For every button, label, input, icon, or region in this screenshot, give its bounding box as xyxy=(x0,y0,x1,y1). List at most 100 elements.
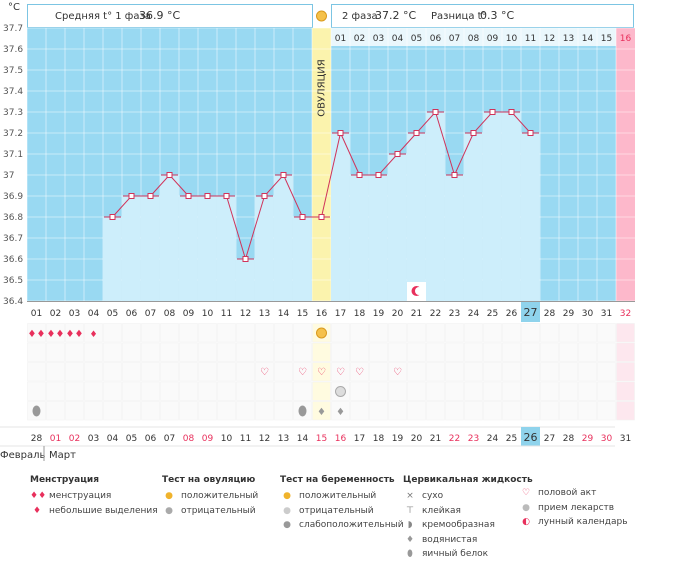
symptom-cell xyxy=(198,323,217,343)
cycle-day-label: 27 xyxy=(524,306,538,319)
ovulation-sun-icon xyxy=(316,10,327,22)
symptom-cell xyxy=(312,401,331,421)
pregnancy-weak-icon: ● xyxy=(283,520,291,530)
legend-menstruation-title: Менструация xyxy=(30,475,99,485)
watery-icon: ♦ xyxy=(405,534,415,545)
symptom-cell xyxy=(255,381,274,401)
symptom-cell xyxy=(331,342,350,362)
symptom-cell xyxy=(179,342,198,362)
y-tick-label: 37.1 xyxy=(3,150,23,160)
legend-cervical-item: кремообразная xyxy=(422,520,495,530)
symptom-cell xyxy=(236,401,255,421)
ovulation-positive-icon: ● xyxy=(165,491,173,501)
temperature-bar xyxy=(160,175,179,301)
symptom-cell xyxy=(483,381,502,401)
y-tick-label: 36.8 xyxy=(3,213,23,223)
calendar-date-label: 15 xyxy=(316,434,327,444)
moon-icon-cut xyxy=(415,287,423,295)
symptom-cell xyxy=(407,323,426,343)
temperature-point xyxy=(413,130,420,136)
symptom-cell xyxy=(502,381,521,401)
legend-cervical-item: клейкая xyxy=(422,505,461,516)
phase2-day-label: 11 xyxy=(525,34,536,44)
symptom-cell xyxy=(407,381,426,401)
watery-icon: ♦ xyxy=(336,407,345,418)
symptom-cell xyxy=(464,381,483,401)
symptom-cell xyxy=(616,342,635,362)
phase2-label: 2 фаза xyxy=(342,11,378,22)
symptom-cell xyxy=(122,401,141,421)
legend-cervical-title: Цервикальная жидкость xyxy=(403,475,533,485)
symptom-cell xyxy=(236,323,255,343)
y-tick-label: 36.6 xyxy=(3,255,23,265)
symptom-cell xyxy=(350,362,369,382)
symptom-cell xyxy=(407,401,426,421)
temperature-bar xyxy=(407,133,426,301)
calendar-date-label: 28 xyxy=(563,434,575,444)
legend-ovulation-test: Тест на овуляцию ● положительный ● отрицат… xyxy=(162,475,258,518)
symptom-cell xyxy=(65,342,84,362)
calendar-date-label: 31 xyxy=(620,434,631,444)
symptom-cell xyxy=(122,342,141,362)
temperature-point xyxy=(185,193,192,199)
cycle-day-label: 19 xyxy=(373,309,385,319)
temperature-bar xyxy=(331,133,350,301)
symptom-cell xyxy=(312,362,331,382)
legend-menstruation: Менструация ♦♦ менструация ♦ небольшие выд… xyxy=(30,475,158,518)
symptom-cell xyxy=(559,381,578,401)
legend-cervical-item: водянистая xyxy=(422,534,478,545)
temperature-bar xyxy=(502,112,521,301)
legend-pregnancy-item: положительный xyxy=(299,491,377,501)
symptom-cell xyxy=(84,362,103,382)
symptom-cell xyxy=(331,323,350,343)
calendar-date-label: 11 xyxy=(240,434,251,444)
symptom-cell xyxy=(65,323,84,343)
cycle-day-label: 23 xyxy=(449,309,460,319)
heart-icon: ♡ xyxy=(336,367,345,378)
symptom-cell xyxy=(578,323,597,343)
cycle-day-label: 17 xyxy=(335,309,346,319)
phase2-day-label: 02 xyxy=(354,34,365,44)
symptom-cell xyxy=(160,381,179,401)
cycle-day-label: 31 xyxy=(601,309,612,319)
symptom-cell xyxy=(312,381,331,401)
egg-white-icon xyxy=(298,405,307,417)
symptom-cell xyxy=(407,342,426,362)
symptom-cell xyxy=(540,381,559,401)
calendar-date-label: 04 xyxy=(107,434,119,444)
temperature-point xyxy=(109,214,116,220)
sticky-icon: ⊤ xyxy=(406,505,414,516)
symptom-cell xyxy=(274,342,293,362)
symptom-cell xyxy=(464,401,483,421)
cycle-day-label: 09 xyxy=(183,309,195,319)
highlight-date-cell xyxy=(521,427,540,446)
temperature-point xyxy=(432,109,439,115)
heart-icon: ♡ xyxy=(298,367,307,378)
ovulation-negative-icon: ● xyxy=(165,505,173,516)
cycle-day-label: 32 xyxy=(620,309,631,319)
temperature-bar xyxy=(141,196,160,301)
y-tick-label: 37.4 xyxy=(3,87,23,97)
symptom-cell xyxy=(27,381,46,401)
y-tick-label: 37 xyxy=(3,171,14,181)
phase2-day-label: 06 xyxy=(430,34,442,44)
y-unit-label: °C xyxy=(8,2,20,13)
temperature-bar xyxy=(255,196,274,301)
symptom-cell xyxy=(65,381,84,401)
symptom-cell xyxy=(331,401,350,421)
moon-icon: ◐ xyxy=(522,517,530,527)
symptom-cell xyxy=(274,381,293,401)
legend-other: ♡ половой акт ● прием лекарств ◐ лунный кал… xyxy=(519,486,628,530)
legend-cervical-item: сухо xyxy=(422,491,444,501)
cycle-day-label: 30 xyxy=(582,309,594,319)
symptom-cell xyxy=(559,323,578,343)
month-next-label: Март xyxy=(49,450,76,461)
cycle-day-label: 25 xyxy=(487,309,498,319)
phase2-day-label: 09 xyxy=(487,34,499,44)
symptom-cell xyxy=(502,323,521,343)
symptom-cell xyxy=(141,323,160,343)
symptom-cell xyxy=(597,381,616,401)
symptom-cell xyxy=(236,342,255,362)
medication-icon xyxy=(335,386,346,397)
